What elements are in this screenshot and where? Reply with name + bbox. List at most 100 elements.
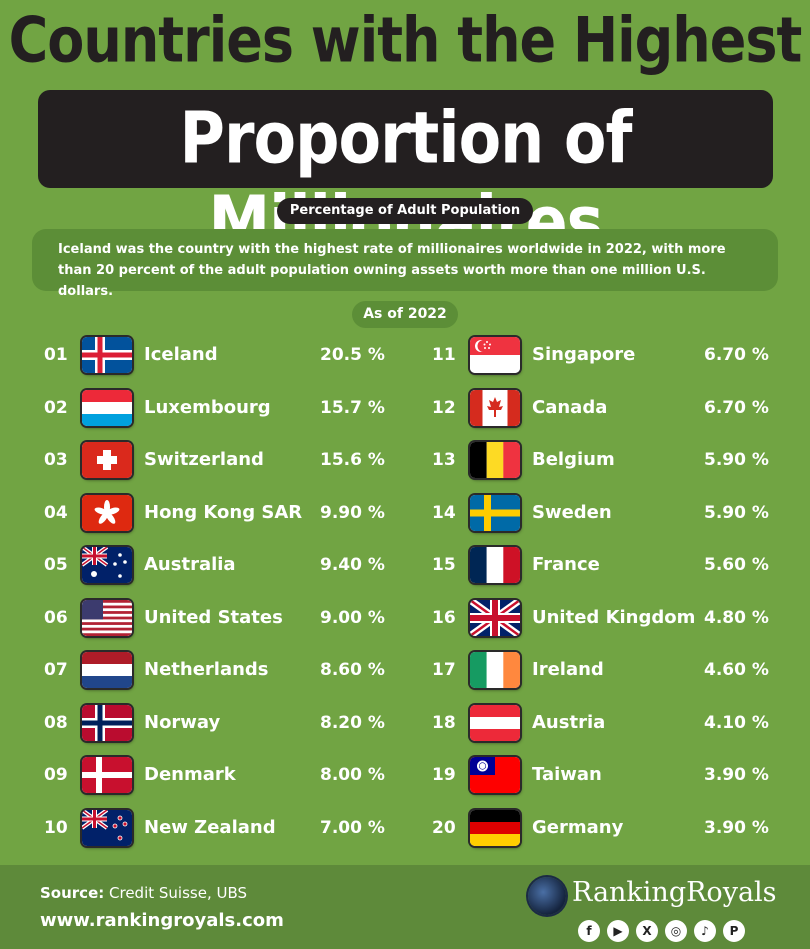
- website-link[interactable]: www.rankingroyals.com: [40, 910, 284, 931]
- table-row: 15 France 5.60 %: [432, 545, 782, 585]
- facebook-icon[interactable]: f: [578, 920, 600, 942]
- table-row: 11 Singapore 6.70 %: [432, 335, 782, 375]
- table-row: 18 Austria 4.10 %: [432, 703, 782, 743]
- netherlands-flag: [82, 652, 132, 688]
- rank-number: 10: [44, 817, 68, 838]
- percentage-value: 9.00 %: [320, 607, 385, 628]
- country-name: Iceland: [144, 344, 218, 365]
- france-flag: [470, 547, 520, 583]
- country-name: Austria: [532, 711, 606, 733]
- germany-flag: [470, 809, 520, 846]
- percentage-value: 8.60 %: [320, 660, 385, 680]
- country-name: Norway: [144, 711, 221, 733]
- percentage-value: 4.60 %: [704, 660, 769, 680]
- country-name: Ireland: [532, 659, 604, 680]
- table-row: 01 Iceland 20.5 %: [44, 335, 394, 375]
- rank-number: 19: [432, 765, 456, 785]
- table-row: 16 United Kingdom 4.80 %: [432, 598, 782, 638]
- rank-number: 13: [432, 450, 456, 470]
- country-name: France: [532, 554, 600, 575]
- country-name: Switzerland: [144, 449, 264, 470]
- country-name: Germany: [532, 816, 624, 838]
- table-row: 17 Ireland 4.60 %: [432, 650, 782, 690]
- belgium-flag: [470, 442, 520, 478]
- rank-number: 05: [44, 555, 68, 575]
- country-name: United Kingdom: [532, 606, 696, 628]
- pinterest-icon[interactable]: P: [723, 920, 745, 942]
- percentage-value: 6.70 %: [704, 397, 769, 418]
- country-name: Luxembourg: [144, 396, 271, 418]
- brand-logo[interactable]: RankingRoyals: [528, 875, 778, 915]
- country-name: Belgium: [532, 449, 615, 470]
- table-row: 08 Norway 8.20 %: [44, 703, 394, 743]
- table-row: 14 Sweden 5.90 %: [432, 493, 782, 533]
- sweden-flag: [470, 494, 520, 531]
- tiktok-icon[interactable]: ♪: [694, 920, 716, 942]
- rank-number: 04: [44, 502, 68, 523]
- title-line-1: Countries with the Highest: [8, 4, 803, 77]
- taiwan-flag: [470, 757, 520, 793]
- country-name: Sweden: [532, 501, 612, 523]
- rank-number: 15: [432, 555, 456, 575]
- percentage-value: 15.6 %: [320, 450, 385, 470]
- title-banner: Proportion of Millionaires: [38, 90, 773, 264]
- table-row: 19 Taiwan 3.90 %: [432, 755, 782, 795]
- rank-number: 07: [44, 660, 68, 680]
- percentage-value: 5.90 %: [704, 450, 769, 470]
- percentage-value: 8.20 %: [320, 712, 385, 733]
- table-row: 13 Belgium 5.90 %: [432, 440, 782, 480]
- rank-number: 11: [432, 345, 456, 365]
- description-box: Iceland was the country with the highest…: [32, 229, 778, 299]
- table-row: 12 Canada 6.70 %: [432, 388, 782, 428]
- percentage-value: 4.80 %: [704, 607, 769, 628]
- rank-number: 18: [432, 712, 456, 733]
- x-icon[interactable]: X: [636, 920, 658, 942]
- brand-name: RankingRoyals: [572, 877, 777, 908]
- table-row: 05 Australia 9.40 %: [44, 545, 394, 585]
- austria-flag: [470, 704, 520, 741]
- country-name: Taiwan: [532, 764, 602, 785]
- country-name: Netherlands: [144, 659, 269, 680]
- percentage-value: 5.60 %: [704, 555, 769, 575]
- rank-number: 01: [44, 345, 68, 365]
- norway-flag: [82, 704, 132, 741]
- percentage-value: 4.10 %: [704, 712, 769, 733]
- rank-number: 03: [44, 450, 68, 470]
- source-text: Credit Suisse, UBS: [104, 884, 248, 902]
- rank-number: 06: [44, 607, 68, 628]
- instagram-icon[interactable]: ◎: [665, 920, 687, 942]
- canada-flag: [470, 389, 520, 426]
- table-row: 02 Luxembourg 15.7 %: [44, 388, 394, 428]
- percentage-value: 5.90 %: [704, 502, 769, 523]
- table-row: 06 United States 9.00 %: [44, 598, 394, 638]
- table-row: 10 New Zealand 7.00 %: [44, 808, 394, 848]
- as-of-pill: As of 2022: [352, 301, 458, 328]
- percentage-value: 7.00 %: [320, 817, 385, 838]
- rank-number: 14: [432, 502, 456, 523]
- table-row: 20 Germany 3.90 %: [432, 808, 782, 848]
- percentage-value: 9.40 %: [320, 555, 385, 575]
- table-row: 03 Switzerland 15.6 %: [44, 440, 394, 480]
- new-zealand-flag: [82, 809, 132, 846]
- source-note: Source: Credit Suisse, UBS: [40, 884, 247, 902]
- ireland-flag: [470, 652, 520, 688]
- table-row: 04 Hong Kong SAR 9.90 %: [44, 493, 394, 533]
- percentage-value: 3.90 %: [704, 817, 769, 838]
- luxembourg-flag: [82, 389, 132, 426]
- rank-number: 02: [44, 397, 68, 418]
- rank-number: 17: [432, 660, 456, 680]
- social-links: f ▶ X ◎ ♪ P: [578, 920, 752, 944]
- percentage-value: 8.00 %: [320, 765, 385, 785]
- denmark-flag: [82, 757, 132, 793]
- country-name: United States: [144, 606, 283, 628]
- percentage-value: 6.70 %: [704, 345, 769, 365]
- source-label: Source:: [40, 884, 105, 902]
- youtube-icon[interactable]: ▶: [607, 920, 629, 942]
- country-name: Hong Kong SAR: [144, 501, 303, 523]
- iceland-flag: [82, 337, 132, 373]
- table-row: 09 Denmark 8.00 %: [44, 755, 394, 795]
- percentage-value: 20.5 %: [320, 345, 385, 365]
- rank-number: 12: [432, 397, 456, 418]
- united-states-flag: [82, 599, 132, 636]
- country-name: Denmark: [144, 764, 236, 785]
